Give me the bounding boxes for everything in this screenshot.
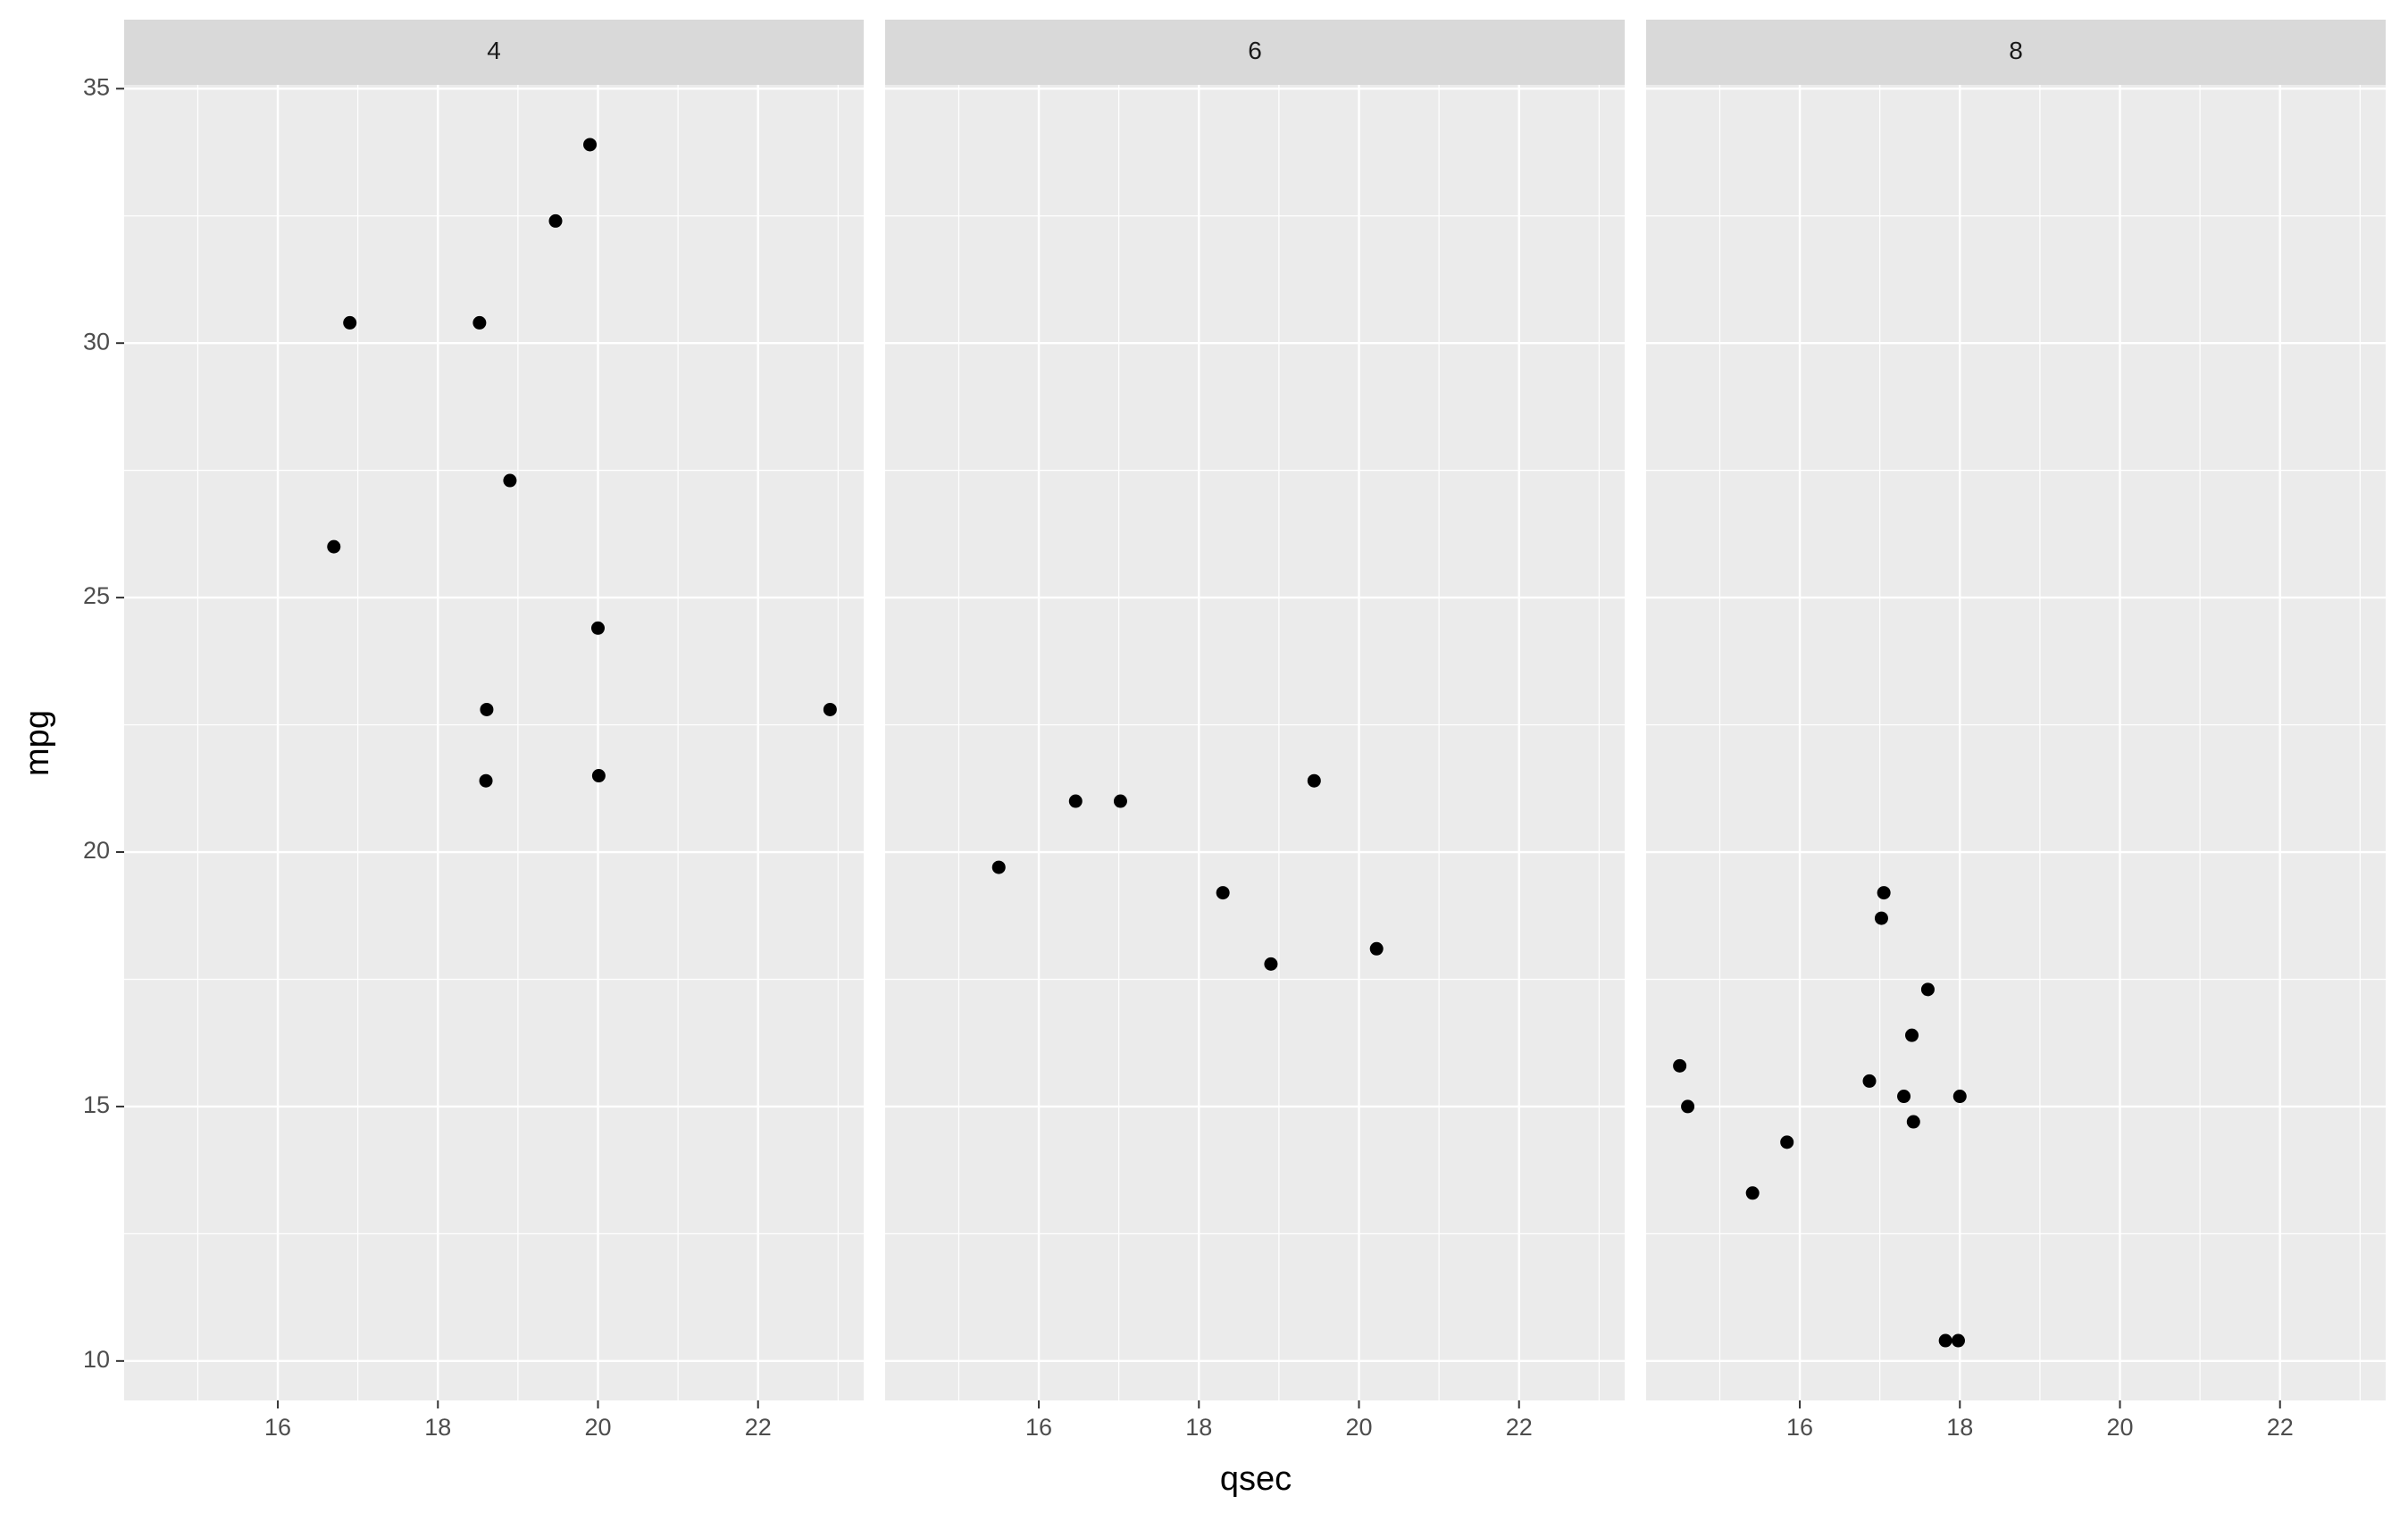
point xyxy=(1905,1028,1919,1042)
point xyxy=(1862,1074,1877,1088)
strip-label: 6 xyxy=(1248,37,1262,64)
point xyxy=(503,473,517,488)
panel-background xyxy=(124,85,864,1400)
point xyxy=(1906,1115,1920,1129)
point xyxy=(1216,886,1230,900)
point xyxy=(472,315,487,330)
point xyxy=(548,213,563,228)
point xyxy=(1681,1099,1695,1114)
x-axis-title: qsec xyxy=(1220,1460,1292,1498)
point xyxy=(1068,794,1083,808)
point xyxy=(1369,941,1384,956)
panel-background xyxy=(1646,85,2386,1400)
y-tick-label: 25 xyxy=(83,582,110,609)
point xyxy=(1897,1090,1911,1104)
point xyxy=(1920,982,1935,997)
point xyxy=(991,860,1006,874)
point xyxy=(1307,773,1321,788)
point xyxy=(1264,957,1278,971)
point xyxy=(1938,1333,1952,1348)
strip-label: 4 xyxy=(487,37,501,64)
y-axis-title: mpg xyxy=(19,710,56,776)
x-tick-label: 22 xyxy=(2267,1414,2294,1441)
x-tick-label: 16 xyxy=(1025,1414,1052,1441)
point xyxy=(1745,1186,1760,1200)
point xyxy=(1113,794,1127,808)
y-tick-label: 30 xyxy=(83,328,110,355)
point xyxy=(1877,886,1891,900)
point xyxy=(1952,1090,1967,1104)
panel-background xyxy=(885,85,1625,1400)
y-tick-label: 20 xyxy=(83,837,110,864)
point xyxy=(327,539,341,554)
x-tick-label: 20 xyxy=(1345,1414,1372,1441)
point xyxy=(1874,911,1888,925)
point xyxy=(591,769,606,783)
x-tick-label: 18 xyxy=(1946,1414,1973,1441)
point xyxy=(590,621,605,635)
x-tick-label: 20 xyxy=(2106,1414,2133,1441)
x-tick-label: 18 xyxy=(424,1414,451,1441)
x-tick-label: 20 xyxy=(584,1414,611,1441)
x-tick-label: 16 xyxy=(264,1414,291,1441)
y-tick-label: 10 xyxy=(83,1346,110,1373)
strip-label: 8 xyxy=(2009,37,2023,64)
point xyxy=(480,702,494,716)
strip xyxy=(1646,20,2386,85)
x-tick-label: 22 xyxy=(745,1414,772,1441)
y-tick-label: 15 xyxy=(83,1091,110,1118)
point xyxy=(1951,1333,1965,1348)
point xyxy=(479,773,493,788)
y-tick-label: 35 xyxy=(83,73,110,100)
x-tick-label: 16 xyxy=(1786,1414,1813,1441)
strip xyxy=(124,20,864,85)
point xyxy=(1780,1135,1794,1149)
point xyxy=(823,702,837,716)
strip xyxy=(885,20,1625,85)
point xyxy=(1673,1058,1687,1073)
x-tick-label: 22 xyxy=(1506,1414,1533,1441)
x-tick-label: 18 xyxy=(1185,1414,1212,1441)
point xyxy=(583,138,598,152)
point xyxy=(343,315,357,330)
